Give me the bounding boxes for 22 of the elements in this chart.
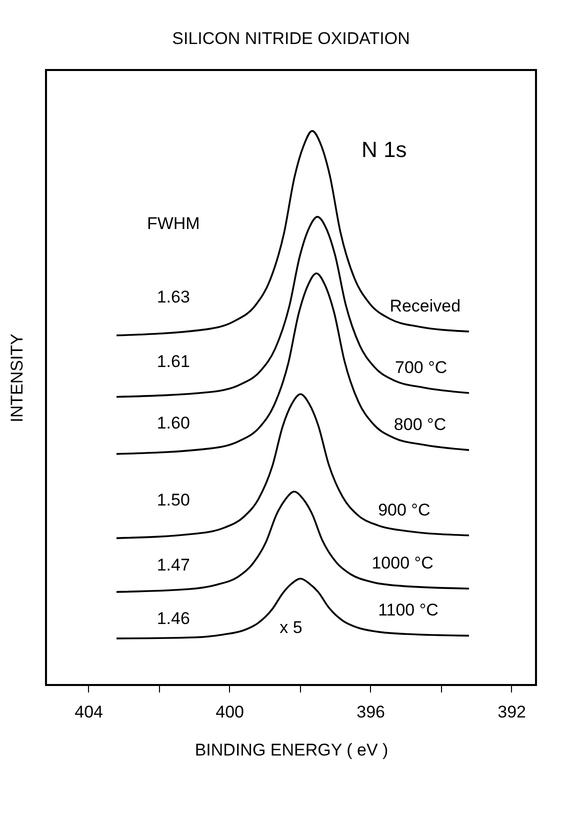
x-tick-label: 396 [356, 702, 386, 722]
annotation: N 1s [361, 136, 407, 162]
series-label: 1100 °C [378, 600, 438, 620]
annotation: 1.61 [156, 352, 190, 372]
x-axis-title: BINDING ENERGY ( eV ) [194, 740, 388, 760]
x-tick-label: 404 [74, 702, 103, 722]
annotation: 1.60 [156, 414, 190, 433]
x-tick-label: 400 [216, 702, 244, 722]
annotation: 1.47 [156, 556, 190, 575]
series-label: Received [390, 296, 461, 316]
series-label: 700 °C [394, 358, 448, 378]
annotation: 1.50 [156, 490, 190, 510]
annotation: FWHM [146, 214, 200, 233]
series-label: 800 °C [394, 415, 446, 434]
annotation: 1.63 [156, 288, 190, 307]
annotation: x 5 [280, 618, 302, 637]
x-tick-label: 392 [498, 702, 526, 722]
chart-title: SILICON NITRIDE OXIDATION [172, 29, 410, 48]
series-label: 900 °C [378, 500, 430, 520]
annotation: 1.46 [156, 609, 190, 628]
series-label: 1000 °C [372, 554, 434, 573]
y-axis-title: INTENSITY [8, 334, 26, 422]
